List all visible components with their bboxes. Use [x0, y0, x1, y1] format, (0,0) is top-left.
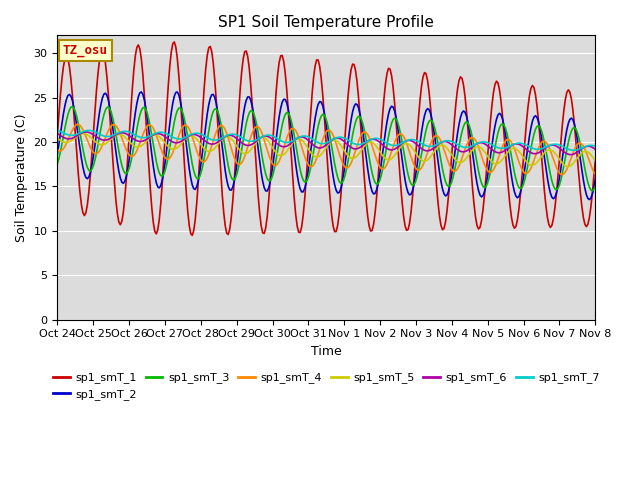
sp1_smT_3: [234, 170, 241, 176]
Title: SP1 Soil Temperature Profile: SP1 Soil Temperature Profile: [218, 15, 435, 30]
Line: sp1_smT_1: sp1_smT_1: [58, 42, 595, 235]
sp1_smT_1: [217, 170, 225, 176]
sp1_smT_4: [54, 147, 61, 153]
sp1_smT_2: [138, 89, 145, 95]
sp1_smT_6: [591, 146, 599, 152]
Line: sp1_smT_3: sp1_smT_3: [58, 107, 595, 191]
sp1_smT_5: [121, 134, 129, 140]
sp1_smT_2: [291, 149, 298, 155]
sp1_smT_5: [243, 151, 250, 156]
sp1_smT_5: [563, 164, 571, 169]
sp1_smT_4: [591, 171, 599, 177]
sp1_smT_7: [570, 147, 578, 153]
sp1_smT_6: [216, 138, 223, 144]
sp1_smT_3: [121, 170, 129, 176]
sp1_smT_4: [291, 126, 298, 132]
sp1_smT_3: [216, 113, 223, 119]
sp1_smT_6: [563, 151, 571, 156]
sp1_smT_5: [291, 138, 298, 144]
Text: TZ_osu: TZ_osu: [63, 44, 108, 57]
sp1_smT_3: [589, 188, 596, 193]
Line: sp1_smT_6: sp1_smT_6: [58, 132, 595, 155]
sp1_smT_7: [54, 127, 61, 133]
Line: sp1_smT_7: sp1_smT_7: [58, 130, 595, 150]
sp1_smT_7: [591, 144, 599, 149]
sp1_smT_4: [564, 163, 572, 168]
sp1_smT_2: [563, 127, 571, 132]
sp1_smT_7: [561, 145, 569, 151]
sp1_smT_1: [235, 108, 243, 113]
sp1_smT_1: [54, 130, 61, 136]
X-axis label: Time: Time: [311, 345, 342, 358]
sp1_smT_2: [234, 159, 241, 165]
sp1_smT_6: [121, 131, 129, 136]
Line: sp1_smT_2: sp1_smT_2: [58, 92, 595, 200]
sp1_smT_4: [121, 144, 129, 149]
sp1_smT_6: [243, 143, 250, 148]
sp1_smT_5: [216, 140, 223, 145]
sp1_smT_1: [564, 87, 572, 93]
sp1_smT_4: [234, 160, 241, 166]
sp1_smT_5: [564, 164, 572, 169]
sp1_smT_4: [243, 149, 250, 155]
sp1_smT_4: [74, 121, 82, 127]
sp1_smT_1: [591, 157, 599, 163]
sp1_smT_3: [563, 146, 571, 152]
sp1_smT_1: [244, 54, 252, 60]
Line: sp1_smT_5: sp1_smT_5: [58, 133, 595, 167]
sp1_smT_6: [568, 152, 575, 157]
sp1_smT_3: [243, 121, 250, 127]
Legend: sp1_smT_1, sp1_smT_2, sp1_smT_3, sp1_smT_4, sp1_smT_5, sp1_smT_6, sp1_smT_7: sp1_smT_1, sp1_smT_2, sp1_smT_3, sp1_smT…: [49, 368, 604, 404]
sp1_smT_1: [120, 209, 127, 215]
sp1_smT_3: [291, 132, 298, 138]
sp1_smT_2: [586, 197, 593, 203]
sp1_smT_7: [232, 132, 239, 138]
sp1_smT_6: [291, 138, 298, 144]
sp1_smT_2: [120, 180, 127, 186]
sp1_smT_1: [188, 232, 196, 238]
sp1_smT_6: [234, 136, 241, 142]
sp1_smT_2: [54, 151, 61, 157]
sp1_smT_5: [79, 131, 86, 136]
sp1_smT_7: [120, 129, 127, 134]
sp1_smT_5: [54, 135, 61, 141]
sp1_smT_1: [292, 211, 300, 217]
Line: sp1_smT_4: sp1_smT_4: [58, 124, 595, 175]
sp1_smT_3: [54, 161, 61, 167]
sp1_smT_2: [243, 97, 250, 103]
sp1_smT_7: [289, 138, 296, 144]
Y-axis label: Soil Temperature (C): Soil Temperature (C): [15, 113, 28, 242]
sp1_smT_5: [234, 144, 241, 150]
sp1_smT_7: [214, 137, 221, 143]
sp1_smT_3: [591, 183, 599, 189]
sp1_smT_7: [241, 137, 248, 143]
sp1_smT_2: [591, 176, 599, 182]
sp1_smT_3: [68, 104, 76, 109]
sp1_smT_6: [54, 131, 61, 136]
sp1_smT_5: [591, 158, 599, 164]
sp1_smT_1: [170, 39, 178, 45]
sp1_smT_6: [82, 129, 90, 135]
sp1_smT_4: [559, 172, 566, 178]
sp1_smT_2: [216, 120, 223, 126]
sp1_smT_4: [216, 123, 223, 129]
